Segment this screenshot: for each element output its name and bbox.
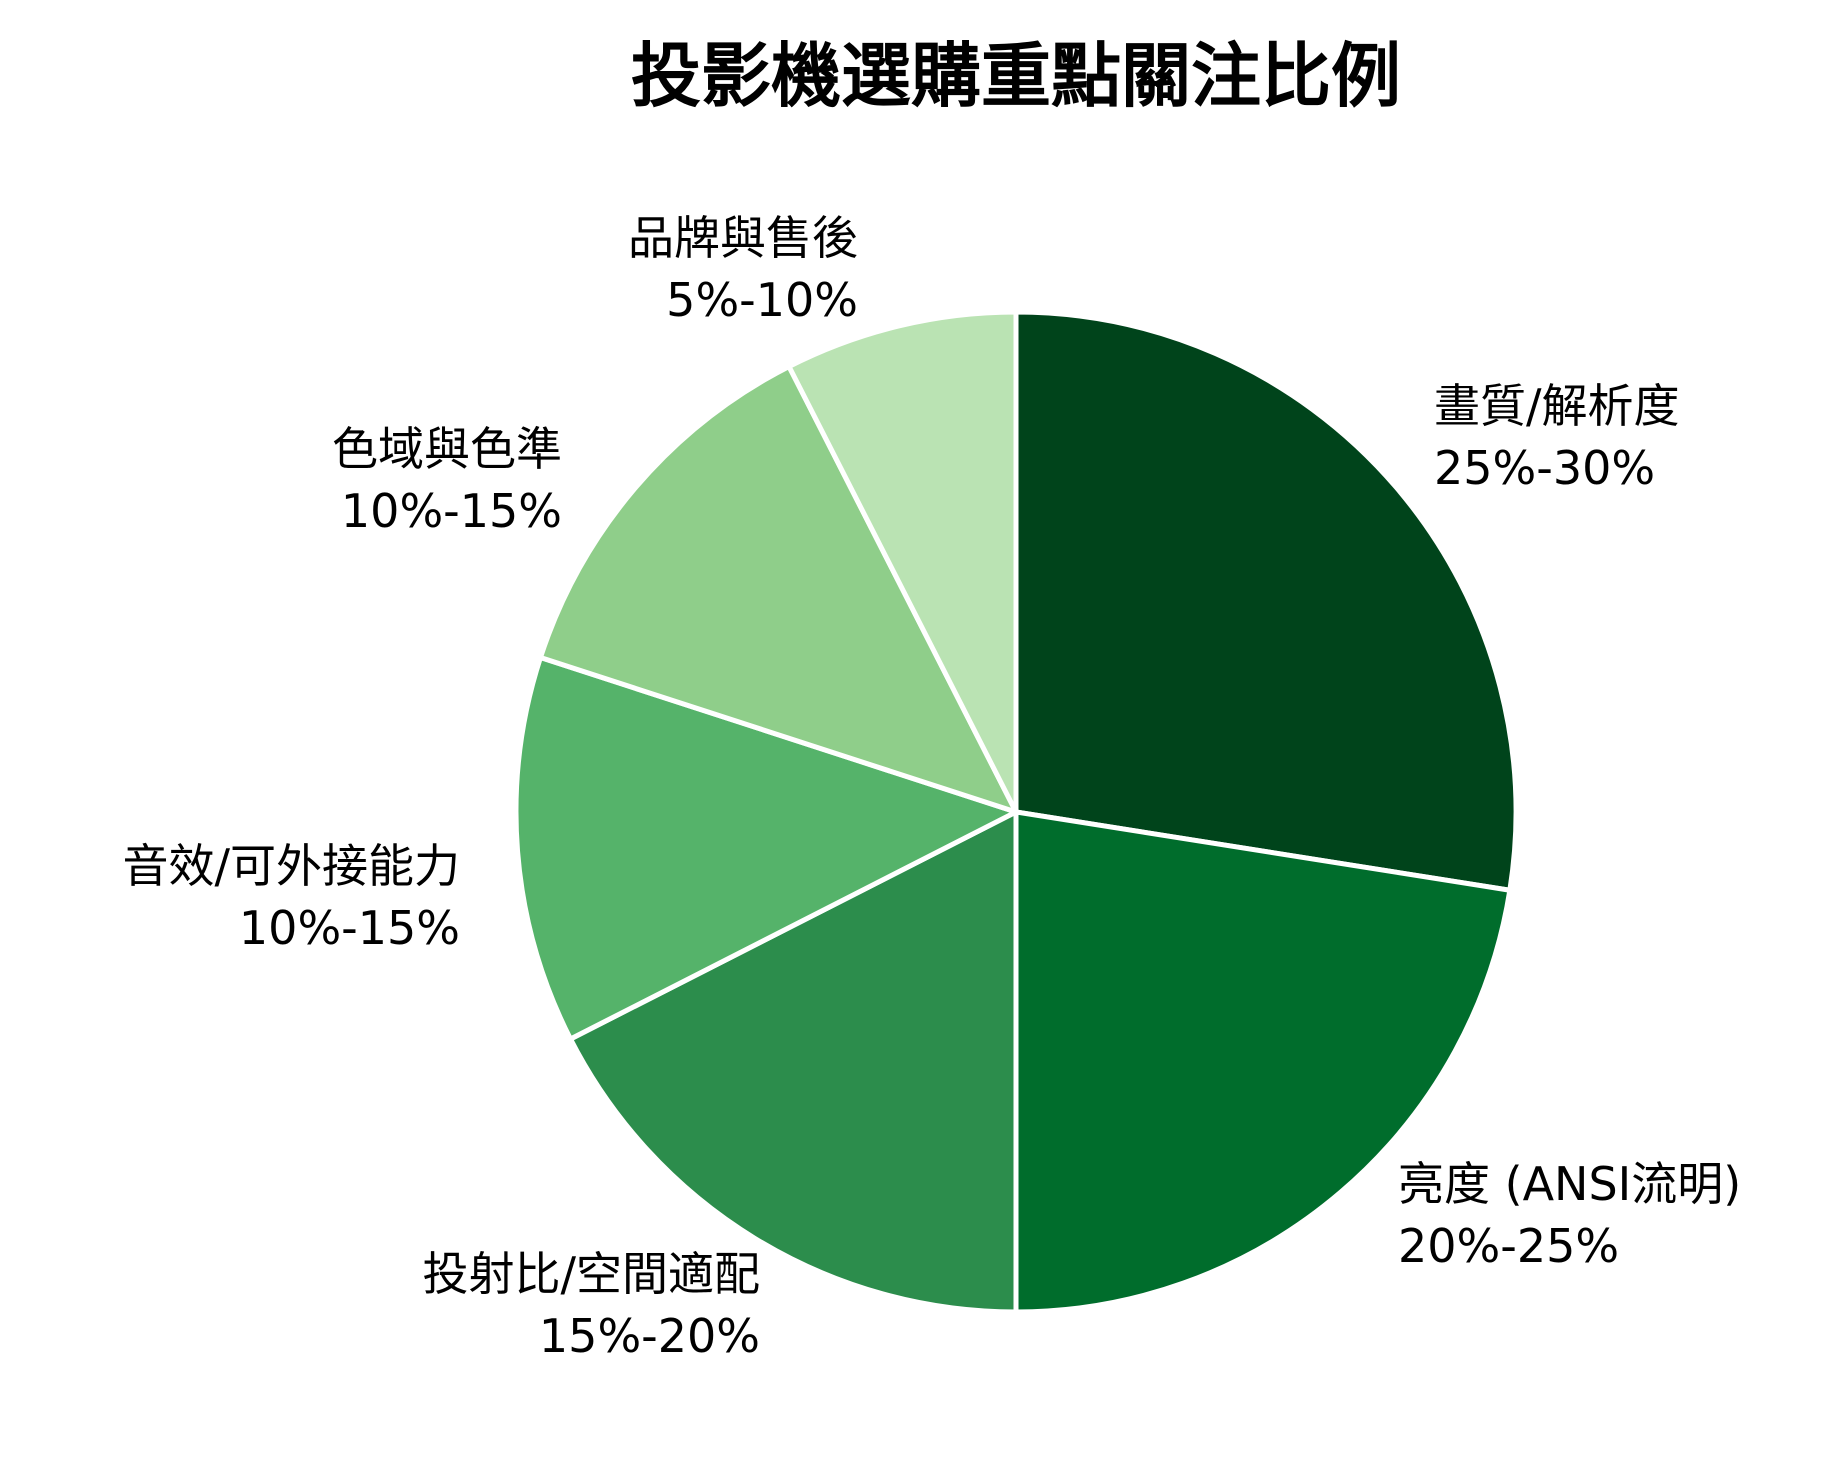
slice-value-4: 10%-15%	[239, 901, 460, 955]
chart-title: 投影機選購重點關注比例	[631, 35, 1401, 117]
pie-slice-3	[568, 809, 1019, 1315]
slice-label-5: 色域與色準	[332, 422, 562, 476]
slice-label-2: 亮度 (ANSI流明)	[1398, 1157, 1741, 1211]
slice-value-3: 15%-20%	[539, 1309, 760, 1363]
pie-slice-6	[786, 309, 1019, 815]
slice-label-1: 畫質/解析度	[1434, 379, 1680, 433]
slice-value-5: 10%-15%	[341, 484, 562, 538]
slice-label-6: 品牌與售後	[628, 211, 858, 265]
pie-slice-5	[537, 364, 1019, 815]
pie-slice-1	[1013, 309, 1519, 893]
slice-value-1: 25%-30%	[1434, 441, 1655, 495]
pie-labels: 畫質/解析度 25%-30% 亮度 (ANSI流明) 20%-25% 投射比/空間適配 1…	[123, 211, 1742, 1363]
pie-slice-4	[513, 654, 1019, 1042]
pie-slice-2	[1013, 809, 1513, 1315]
pie-slices	[513, 309, 1519, 1315]
slice-value-6: 5%-10%	[666, 273, 858, 327]
slice-label-3: 投射比/空間適配	[423, 1247, 761, 1301]
slice-value-2: 20%-25%	[1398, 1219, 1619, 1273]
slice-label-4: 音效/可外接能力	[123, 839, 461, 893]
